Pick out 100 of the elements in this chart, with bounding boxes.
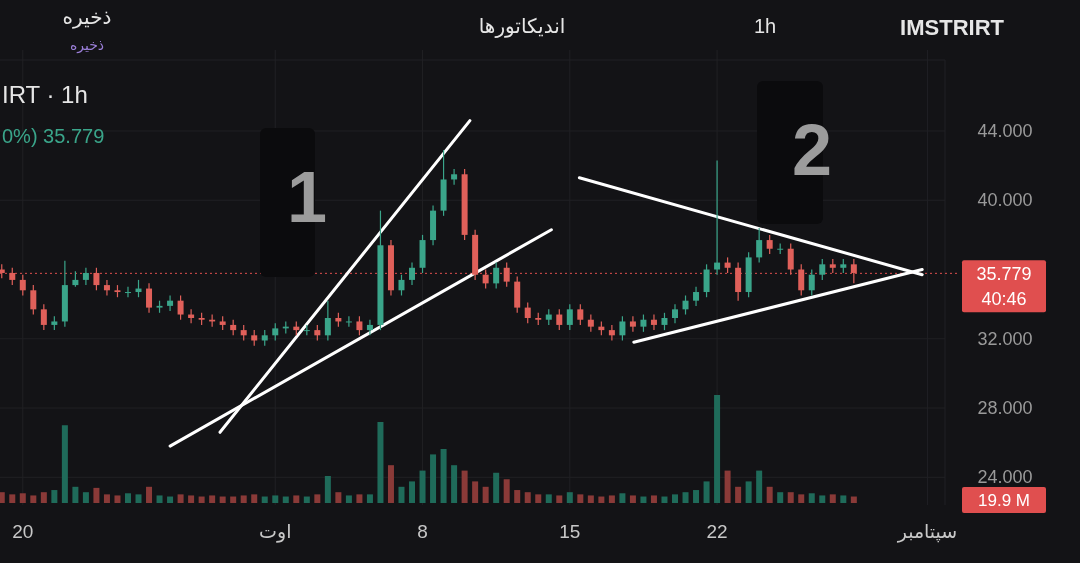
- bar: [556, 495, 563, 503]
- bar: [524, 492, 531, 503]
- text: 19.9 M: [978, 491, 1030, 510]
- y-tick-label: 44.000: [977, 120, 1033, 141]
- bar: [787, 492, 794, 503]
- candlestick: [356, 315, 363, 336]
- bar: [735, 486, 742, 503]
- ref-line-label: 35.779: [976, 264, 1032, 285]
- candlestick: [451, 168, 458, 186]
- bar: [598, 496, 605, 503]
- bar: [0, 492, 5, 503]
- y-tick-label: 40.000: [977, 190, 1033, 211]
- candlestick: [850, 258, 857, 284]
- candlestick: [819, 258, 826, 281]
- bar: [398, 486, 405, 503]
- candlestick: [398, 274, 405, 297]
- bar: [724, 470, 731, 503]
- x-tick-label: سپتامبر: [896, 521, 958, 543]
- bar: [672, 494, 678, 503]
- bar: [103, 494, 110, 503]
- candlestick: [93, 267, 100, 291]
- bar: [629, 495, 636, 503]
- x-tick-label: 8: [417, 521, 428, 542]
- bar: [745, 481, 752, 503]
- bar: [30, 495, 37, 503]
- annotation: 2: [791, 110, 833, 190]
- text: IMSTRIRT: [900, 15, 1005, 40]
- bar: [387, 465, 394, 503]
- bar: [177, 494, 184, 503]
- bar: [19, 493, 26, 503]
- y-tick-label: 24.000: [977, 467, 1033, 488]
- candlestick: [693, 286, 700, 307]
- bar: [714, 395, 721, 503]
- bar: [808, 493, 815, 503]
- bar: [314, 494, 321, 503]
- candlestick: [30, 284, 37, 316]
- bar: [240, 495, 247, 503]
- bar: [650, 495, 657, 503]
- text: ذخیره: [69, 37, 105, 54]
- candlestick: [650, 313, 657, 331]
- bar: [777, 492, 784, 503]
- bar: [124, 493, 131, 503]
- bar: [303, 496, 310, 503]
- bar: [40, 492, 47, 503]
- bar: [451, 465, 458, 503]
- candlestick: [82, 267, 89, 286]
- bar: [219, 496, 226, 503]
- candlestick: [366, 319, 373, 336]
- bar: [261, 496, 268, 503]
- candlestick: [493, 261, 500, 290]
- bar: [51, 490, 58, 503]
- bar: [72, 486, 79, 503]
- bar: [577, 494, 584, 503]
- candlestick: [808, 268, 815, 297]
- candlestick: [103, 279, 110, 297]
- annotation: 1: [286, 157, 328, 237]
- y-tick-label: 32.000: [977, 328, 1033, 349]
- text: اندیکاتورها: [478, 15, 566, 38]
- bar: [324, 476, 331, 503]
- bar: [366, 494, 373, 503]
- candlestick: [146, 282, 153, 314]
- candlestick: [787, 242, 794, 276]
- bar: [198, 496, 205, 503]
- bar: [798, 494, 805, 503]
- y-tick-label: 28.000: [977, 398, 1033, 419]
- bar: [251, 494, 258, 503]
- bar: [482, 486, 489, 503]
- bar: [840, 495, 847, 503]
- bar: [514, 490, 521, 503]
- bar: [209, 495, 216, 503]
- text: IRT · 1h: [2, 81, 88, 108]
- bar: [640, 496, 647, 503]
- x-tick-label: 22: [706, 521, 728, 542]
- bar: [377, 422, 384, 503]
- bar: [850, 496, 857, 503]
- bar: [682, 492, 689, 503]
- text: ذخیره: [62, 6, 112, 29]
- candlestick: [345, 315, 352, 328]
- candlestick: [756, 227, 763, 264]
- bar: [440, 449, 447, 503]
- candlestick: [714, 159, 721, 276]
- bar: [9, 494, 16, 503]
- candlestick: [608, 324, 615, 342]
- bar: [146, 486, 153, 503]
- text: 0%) 35.779: [2, 125, 105, 147]
- bar: [61, 425, 68, 503]
- bar: [93, 487, 100, 503]
- bar: [82, 492, 89, 503]
- bar: [156, 495, 163, 503]
- candlestick: [556, 308, 563, 331]
- bar: [693, 490, 700, 503]
- bar: [272, 495, 279, 503]
- candlestick: [629, 315, 636, 333]
- candlestick: [798, 263, 805, 297]
- bar: [608, 495, 615, 503]
- candlestick: [19, 274, 26, 297]
- bar: [472, 481, 479, 503]
- candlestick: [566, 303, 573, 331]
- bar: [661, 496, 668, 503]
- text: 1h: [753, 15, 777, 37]
